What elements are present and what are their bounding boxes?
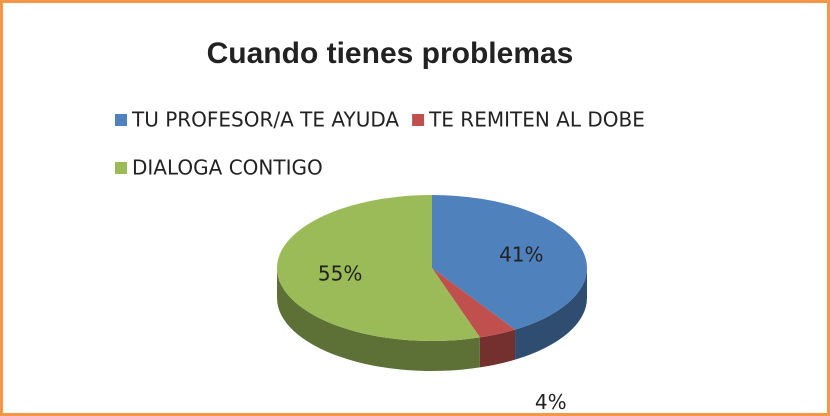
legend-label: DIALOGA CONTIGO xyxy=(132,156,323,180)
data-label: 4% xyxy=(535,390,567,414)
pie-slice-side xyxy=(277,268,480,371)
legend-label: TU PROFESOR/A TE AYUDA xyxy=(131,108,399,132)
pie-slice-side xyxy=(515,268,587,360)
chart-title: Cuando tienes problemas xyxy=(207,37,574,70)
data-label: 41% xyxy=(499,242,543,266)
legend-label: TE REMITEN AL DOBE xyxy=(428,108,645,132)
legend-swatch xyxy=(412,114,425,126)
legend-swatch xyxy=(115,114,127,126)
data-label: 55% xyxy=(318,261,362,285)
pie-slice-side xyxy=(479,329,516,368)
pie-slice xyxy=(432,268,516,338)
pie-slice xyxy=(276,195,480,342)
pie-slice xyxy=(432,195,587,330)
legend-swatch xyxy=(115,162,127,174)
